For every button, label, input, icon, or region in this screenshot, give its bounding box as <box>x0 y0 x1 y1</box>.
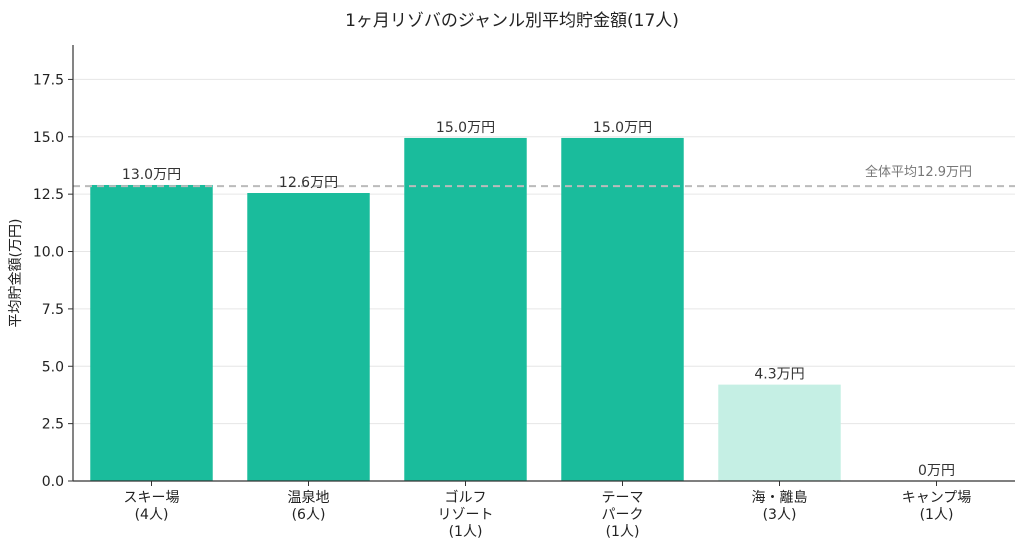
labels: 0.0 2.5 5.0 7.5 10.0 12.5 15.0 17.5 13.0万円スキー場(4… <box>8 72 971 540</box>
bar <box>561 137 684 482</box>
bar-value-label: 13.0万円 <box>122 167 181 183</box>
x-tick-label: ゴルフリゾート(1人) <box>438 489 494 540</box>
grid-lines <box>73 78 1015 425</box>
x-tick-label: スキー場(4人) <box>124 490 180 523</box>
bar-value-label: 15.0万円 <box>593 120 652 136</box>
y-tick-label: 2.5 <box>42 417 64 433</box>
bar-value-label: 15.0万円 <box>436 120 495 136</box>
bar <box>90 184 213 481</box>
x-tick-label: キャンプ場(1人) <box>902 490 972 523</box>
x-tick-label: 海・離島(3人) <box>752 489 808 523</box>
y-axis-label: 平均貯金額(万円) <box>8 219 24 328</box>
y-tick-label: 0.0 <box>42 474 64 490</box>
bar-value-label: 12.6万円 <box>279 175 338 191</box>
bar-value-label: 0万円 <box>918 463 955 479</box>
average-reference-label: 全体平均12.9万円 <box>865 164 972 180</box>
axes <box>68 45 1015 486</box>
bar <box>404 137 527 482</box>
y-tick-label: 10.0 <box>33 245 64 261</box>
chart-title: 1ヶ月リゾバのジャンル別平均貯金額(17人) <box>345 11 679 31</box>
bar-value-label: 4.3万円 <box>754 367 804 383</box>
y-tick-label: 7.5 <box>42 302 64 318</box>
y-tick-label: 17.5 <box>33 72 64 88</box>
bar <box>718 384 841 481</box>
bars <box>90 137 841 482</box>
y-tick-label: 5.0 <box>42 359 64 375</box>
y-tick-label: 15.0 <box>33 130 64 146</box>
reference-line-group: 全体平均12.9万円 <box>73 164 1015 188</box>
y-tick-label: 12.5 <box>33 187 64 203</box>
x-tick-label: テーマパーク(1人) <box>602 490 644 540</box>
x-tick-label: 温泉地(6人) <box>288 489 330 523</box>
bar <box>247 193 370 481</box>
